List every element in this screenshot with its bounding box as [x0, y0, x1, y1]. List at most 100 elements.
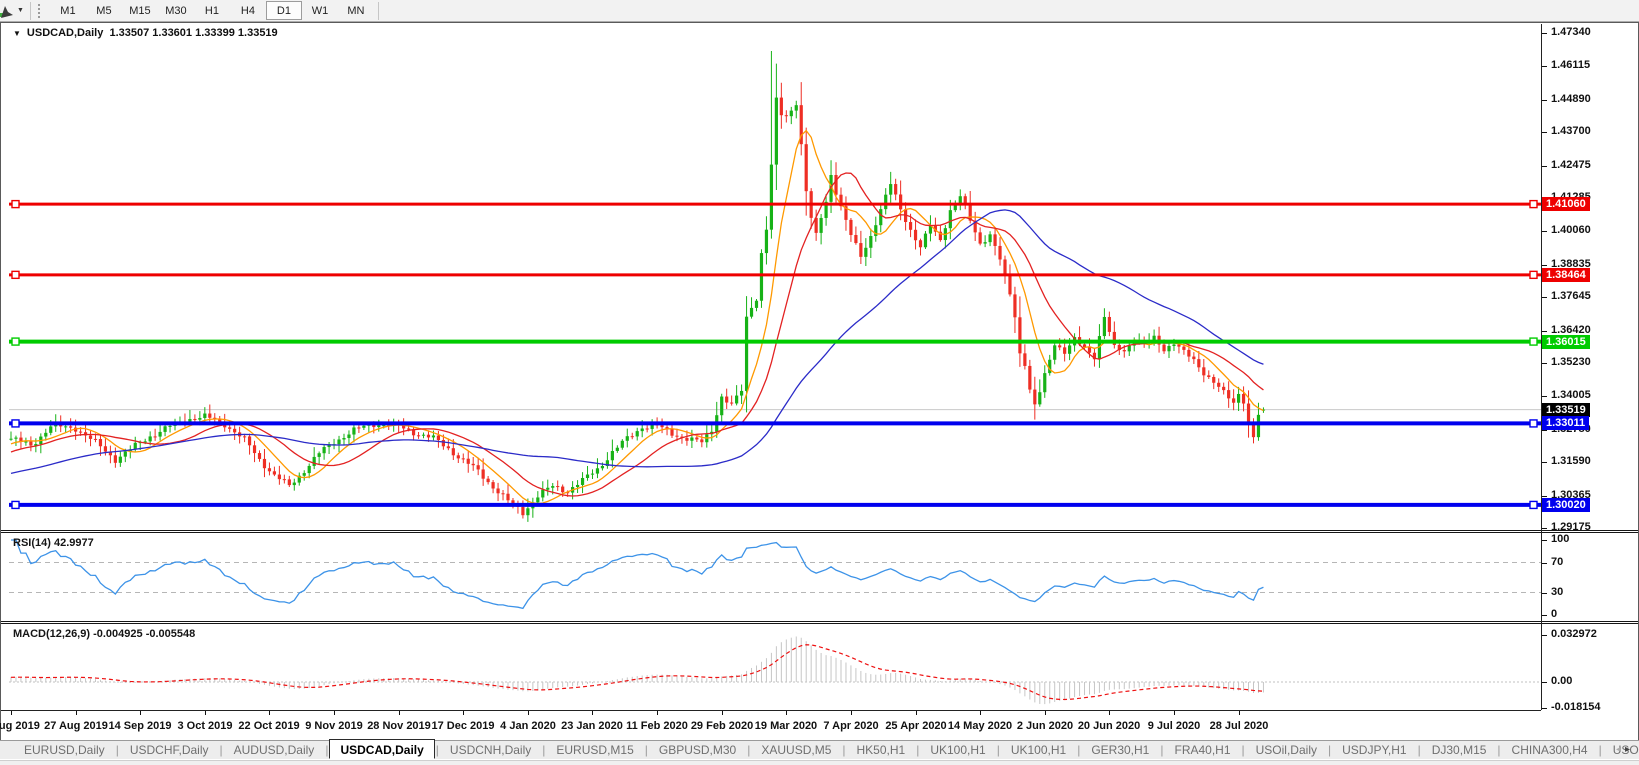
line-anchor-handle[interactable]: [11, 500, 20, 510]
tab-usdjpy-h1[interactable]: USDJPY,H1: [1342, 743, 1407, 757]
timeframe-button-d1[interactable]: D1: [265, 1, 302, 20]
rsi-tick-label: 100: [1551, 533, 1570, 545]
candle-down: [804, 144, 808, 192]
candle-up: [123, 451, 127, 457]
timeframe-button-mn[interactable]: MN: [347, 4, 365, 17]
candle-up: [148, 436, 152, 442]
date-tick-label: 14 May 2020: [947, 720, 1013, 732]
candle-down: [93, 438, 98, 440]
macd-indicator-panel: [9, 636, 1542, 705]
tab-usdcad-daily[interactable]: USDCAD,Daily: [329, 738, 435, 759]
price-axis[interactable]: 1.473401.461151.448901.437001.424751.412…: [1, 23, 1638, 739]
candle-up: [168, 425, 172, 427]
line-anchor-handle[interactable]: [11, 199, 20, 209]
tab-separator: |: [1417, 743, 1421, 757]
candle-down: [859, 243, 863, 257]
timeframe-button-m15[interactable]: M15: [129, 4, 151, 17]
price-tick-label: 1.47340: [1551, 26, 1591, 38]
date-tick-label: 28 Nov 2019: [367, 720, 431, 732]
collapse-triangle-icon[interactable]: ▼: [13, 29, 21, 38]
candle-down: [1241, 393, 1246, 404]
timeframe-button-m5[interactable]: M5: [96, 4, 112, 17]
candle-up: [690, 437, 694, 441]
date-tick-label: 20 Jun 2020: [1077, 720, 1141, 732]
line-anchor-handle[interactable]: [11, 419, 20, 428]
candle-up: [34, 444, 38, 446]
tab-hk50-h1[interactable]: HK50,H1: [856, 743, 906, 757]
price-tick-dash: [1542, 265, 1547, 266]
candle-down: [456, 455, 460, 459]
tab-ger30-h1[interactable]: GER30,H1: [1091, 743, 1150, 757]
rsi-tick-label: 30: [1551, 586, 1564, 598]
toolbar-drag-handle[interactable]: [37, 3, 43, 18]
line-anchor-handle[interactable]: [1529, 337, 1538, 346]
candle-down: [963, 196, 967, 206]
candle-up: [879, 209, 883, 226]
timeframe-button-h4[interactable]: H4: [240, 4, 255, 17]
tool-dropdown-caret-icon[interactable]: ▼: [17, 7, 24, 14]
candle-down: [1018, 317, 1022, 354]
tab-usoil-daily[interactable]: USOil,Daily: [1255, 743, 1317, 757]
timeframe-button-m1[interactable]: M1: [60, 4, 76, 17]
date-tick-dash: [528, 711, 529, 715]
candle-up: [1127, 345, 1131, 352]
candle-up: [884, 194, 888, 210]
timeframe-button-m30[interactable]: M30: [165, 4, 187, 17]
candle-down: [208, 413, 212, 418]
tab-eurusd-m15[interactable]: EURUSD,M15: [556, 743, 634, 757]
tab-usdcnh-daily[interactable]: USDCNH,Daily: [449, 743, 532, 757]
tab-scroll-left-icon[interactable]: ◂: [1615, 744, 1625, 755]
tab-uk100-h1[interactable]: UK100,H1: [930, 743, 986, 757]
tab-dj30-m15[interactable]: DJ30,M15: [1431, 743, 1487, 757]
candle-down: [476, 465, 480, 470]
candle-up: [292, 482, 296, 486]
tab-usoil-h[interactable]: USOil,H: [1612, 743, 1639, 757]
line-anchor-handle[interactable]: [1529, 500, 1538, 510]
timeframe-button-w1[interactable]: W1: [311, 4, 329, 17]
candle-up: [953, 203, 957, 211]
main-price-chart[interactable]: [9, 24, 1542, 530]
line-anchor-handle[interactable]: [1529, 419, 1538, 428]
candle-down: [521, 506, 525, 516]
panel-resize-separator[interactable]: [1, 621, 1638, 624]
date-tick-label: 22 Oct 2019: [238, 720, 300, 732]
price-badge: 1.36015: [1542, 335, 1590, 349]
candle-up: [1068, 345, 1072, 354]
candle-up: [24, 441, 28, 443]
tab-fra40-h1[interactable]: FRA40,H1: [1174, 743, 1231, 757]
date-tick-label: 28 Jul 2020: [1209, 720, 1269, 732]
tab-xauusd-m5[interactable]: XAUUSD,M5: [761, 743, 832, 757]
candle-down: [1063, 347, 1067, 354]
tab-china300-h4[interactable]: CHINA300,H4: [1511, 743, 1588, 757]
line-anchor-handle[interactable]: [1529, 199, 1538, 209]
line-anchor-handle[interactable]: [11, 337, 20, 346]
tab-separator: |: [1241, 743, 1245, 757]
tab-eurusd-daily[interactable]: EURUSD,Daily: [24, 743, 105, 757]
tab-gbpusd-m30[interactable]: GBPUSD,M30: [658, 743, 737, 757]
candle-up: [615, 447, 619, 451]
tab-usdchf-daily[interactable]: USDCHF,Daily: [129, 743, 209, 757]
candle-up: [431, 435, 436, 438]
candle-down: [193, 418, 197, 420]
tab-audusd-daily[interactable]: AUDUSD,Daily: [233, 743, 315, 757]
candle-down: [1207, 375, 1211, 377]
date-tick-dash: [980, 711, 981, 715]
tab-scroll-right-icon[interactable]: ▸: [1624, 744, 1634, 755]
price-badge: 1.38464: [1542, 268, 1590, 282]
line-anchor-handle[interactable]: [11, 270, 20, 280]
candle-up: [1172, 344, 1176, 346]
crosshair-tool-button[interactable]: ▼: [0, 1, 26, 21]
candle-down: [416, 435, 421, 437]
moving-average-8: [10, 129, 1264, 505]
status-strip: [0, 760, 1639, 765]
price-tick-label: 1.44890: [1551, 93, 1591, 105]
candle-up: [1038, 392, 1042, 405]
line-anchor-handle[interactable]: [1529, 270, 1538, 280]
panel-resize-separator[interactable]: [1, 530, 1638, 533]
candle-down: [993, 234, 997, 246]
timeframe-button-h1[interactable]: H1: [204, 4, 219, 17]
price-tick-dash: [1542, 297, 1547, 298]
tab-uk100-h1[interactable]: UK100,H1: [1010, 743, 1067, 757]
candle-up: [14, 437, 18, 439]
